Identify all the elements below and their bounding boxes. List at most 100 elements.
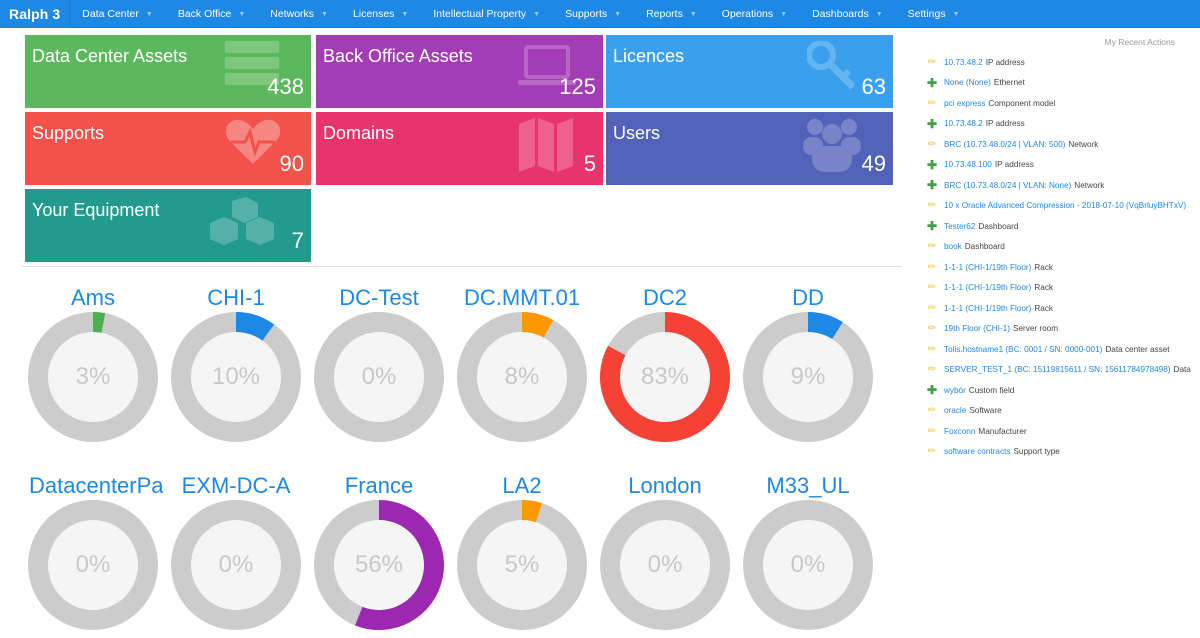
recent-action-link[interactable]: 10 x Oracle Advanced Compression - 2018-… [944, 201, 1187, 211]
tile-count: 63 [861, 74, 886, 99]
recent-action-item: ✚ Tester62 Dashboard [920, 216, 1200, 237]
recent-actions-panel: My Recent Actions ✏ 10.73.48.2 IP address ✚… [920, 32, 1200, 462]
tile-your-equipment[interactable]: Your Equipment 7 [25, 189, 311, 262]
donut-percent: 0% [218, 551, 254, 578]
tile-count: 125 [559, 74, 596, 99]
recent-action-item: ✚ wybór Custom field [920, 380, 1200, 401]
nav-networks[interactable]: Networks ▼ [270, 0, 328, 28]
donut-chart: 0% [314, 312, 444, 442]
recent-action-link[interactable]: 1-1-1 (CHI-1/19th Floor) [944, 303, 1032, 313]
donut-label[interactable]: London [628, 473, 702, 498]
pencil-icon: ✏ [927, 425, 937, 437]
tile-users[interactable]: Users 49 [606, 112, 893, 185]
tile-count: 7 [291, 228, 304, 253]
recent-action-item: ✏ book Dashboard [920, 237, 1200, 258]
nav-dashboards[interactable]: Dashboards ▼ [812, 0, 883, 28]
donut-dc2: DC2 83% [595, 284, 735, 442]
recent-action-type: Custom field [968, 385, 1015, 395]
nav-label: Operations [721, 7, 774, 20]
donut-exm-dc-a: EXM-DC-A 0% [166, 472, 306, 630]
donut-ring-graphic [314, 500, 444, 630]
donut-ring-graphic [28, 500, 158, 630]
nav-label: Networks [270, 7, 315, 20]
recent-action-link[interactable]: 1-1-1 (CHI-1/19th Floor) [944, 262, 1032, 272]
recent-action-link[interactable]: Tester62 [944, 221, 976, 231]
nav-licenses[interactable]: Licenses ▼ [353, 0, 408, 28]
plus-icon: ✚ [927, 157, 938, 172]
recent-action-link[interactable]: 10.73.48.2 [944, 119, 983, 129]
donut-chi-1: CHI-1 10% [166, 284, 306, 442]
donut-m33-ul: M33_UL 0% [738, 472, 878, 630]
pencil-icon: ✏ [927, 241, 937, 253]
donut-label[interactable]: DatacenterPa [29, 473, 163, 498]
recent-action-type: IP address [985, 57, 1025, 67]
tile-licences[interactable]: Licences 63 [606, 35, 893, 108]
donut-percent: 3% [75, 363, 111, 390]
tile-back-office-assets[interactable]: Back Office Assets 125 [316, 35, 603, 108]
donut-ring-graphic [457, 312, 587, 442]
recent-action-link[interactable]: oracle [944, 406, 967, 416]
donut-label[interactable]: DC.MMT.01 [463, 285, 581, 310]
recent-action-link[interactable]: 10.73.48.100 [944, 160, 992, 170]
donut-ring-graphic [171, 500, 301, 630]
donut-label[interactable]: France [344, 473, 414, 498]
nav-label: Data Center [82, 7, 139, 20]
recent-action-item: ✏ 1-1-1 (CHI-1/19th Floor) Rack [920, 257, 1200, 278]
donut-label[interactable]: EXM-DC-A [181, 473, 291, 498]
recent-action-link[interactable]: BRC (10.73.48.0/24 | VLAN: None) [944, 180, 1072, 190]
recent-action-link[interactable]: Foxconn [944, 426, 976, 436]
tile-title: Users [613, 123, 661, 143]
recent-action-item: ✏ SERVER_TEST_1 (BC: 15119815611 / SN: 15… [920, 360, 1200, 381]
recent-action-link[interactable]: 10.73.48.2 [944, 57, 983, 67]
nav-supports[interactable]: Supports ▼ [565, 0, 621, 28]
recent-action-item: ✏ 10 x Oracle Advanced Compression - 2018… [920, 196, 1200, 217]
donut-chart: 3% [28, 312, 158, 442]
tile-count: 90 [279, 151, 304, 176]
recent-action-item: ✏ pci express Component model [920, 93, 1200, 114]
nav-intellectual-property[interactable]: Intellectual Property ▼ [433, 0, 540, 28]
donut-percent: 9% [790, 363, 826, 390]
recent-action-link[interactable]: 1-1-1 (CHI-1/19th Floor) [944, 283, 1032, 293]
recent-action-link[interactable]: SERVER_TEST_1 (BC: 15119815611 / SN: 156… [944, 365, 1171, 375]
brand-logo[interactable]: Ralph 3 [0, 0, 71, 28]
donut-ring-graphic [457, 500, 587, 630]
recent-action-link[interactable]: Tolis.hostname1 (BC: 0001 / SN: 0000-001… [944, 344, 1103, 354]
donut-label[interactable]: Ams [71, 285, 115, 310]
recent-action-item: ✏ 1-1-1 (CHI-1/19th Floor) Rack [920, 298, 1200, 319]
tile-count: 438 [267, 74, 304, 99]
tile-domains[interactable]: Domains 5 [316, 112, 603, 185]
recent-action-link[interactable]: software contracts [944, 447, 1011, 457]
recent-action-link[interactable]: wybór [944, 385, 966, 395]
recent-action-link[interactable]: pci express [944, 98, 986, 108]
nav-label: Intellectual Property [433, 7, 527, 20]
nav-label: Reports [646, 7, 683, 20]
donut-label[interactable]: CHI-1 [207, 285, 265, 310]
recent-action-item: ✏ Tolis.hostname1 (BC: 0001 / SN: 0000-00… [920, 339, 1200, 360]
heartbeat-icon [225, 119, 281, 164]
recent-action-link[interactable]: BRC (10.73.48.0/24 | VLAN: 500) [944, 139, 1066, 149]
pencil-icon: ✏ [927, 364, 937, 376]
recent-action-link[interactable]: 19th Floor (CHI-1) [944, 324, 1010, 334]
donut-label[interactable]: LA2 [502, 473, 542, 498]
donut-label[interactable]: M33_UL [766, 473, 850, 498]
recent-actions-list: ✏ 10.73.48.2 IP address ✚ None (None) Etherne… [920, 52, 1200, 462]
tile-supports[interactable]: Supports 90 [25, 112, 311, 185]
donut-label[interactable]: DC2 [642, 285, 687, 310]
tile-title: Your Equipment [32, 200, 160, 220]
nav-settings[interactable]: Settings ▼ [908, 0, 960, 28]
tile-title: Back Office Assets [323, 46, 473, 66]
donut-percent: 10% [211, 363, 261, 390]
recent-action-link[interactable]: book [944, 242, 962, 252]
recent-action-type: Rack [1034, 303, 1054, 313]
tile-data-center-assets[interactable]: Data Center Assets 438 [25, 35, 311, 108]
top-navbar: Ralph 3 Data Center ▼ Back Office ▼ Networ… [0, 0, 1200, 28]
nav-reports[interactable]: Reports ▼ [646, 0, 697, 28]
nav-operations[interactable]: Operations ▼ [722, 0, 787, 28]
donut-label[interactable]: DD [792, 285, 824, 310]
nav-back-office[interactable]: Back Office ▼ [178, 0, 245, 28]
nav-data-center[interactable]: Data Center ▼ [82, 0, 153, 28]
donut-chart: 0% [743, 500, 873, 630]
pencil-icon: ✏ [927, 56, 937, 68]
recent-action-link[interactable]: None (None) [944, 78, 991, 88]
donut-label[interactable]: DC-Test [339, 285, 419, 310]
